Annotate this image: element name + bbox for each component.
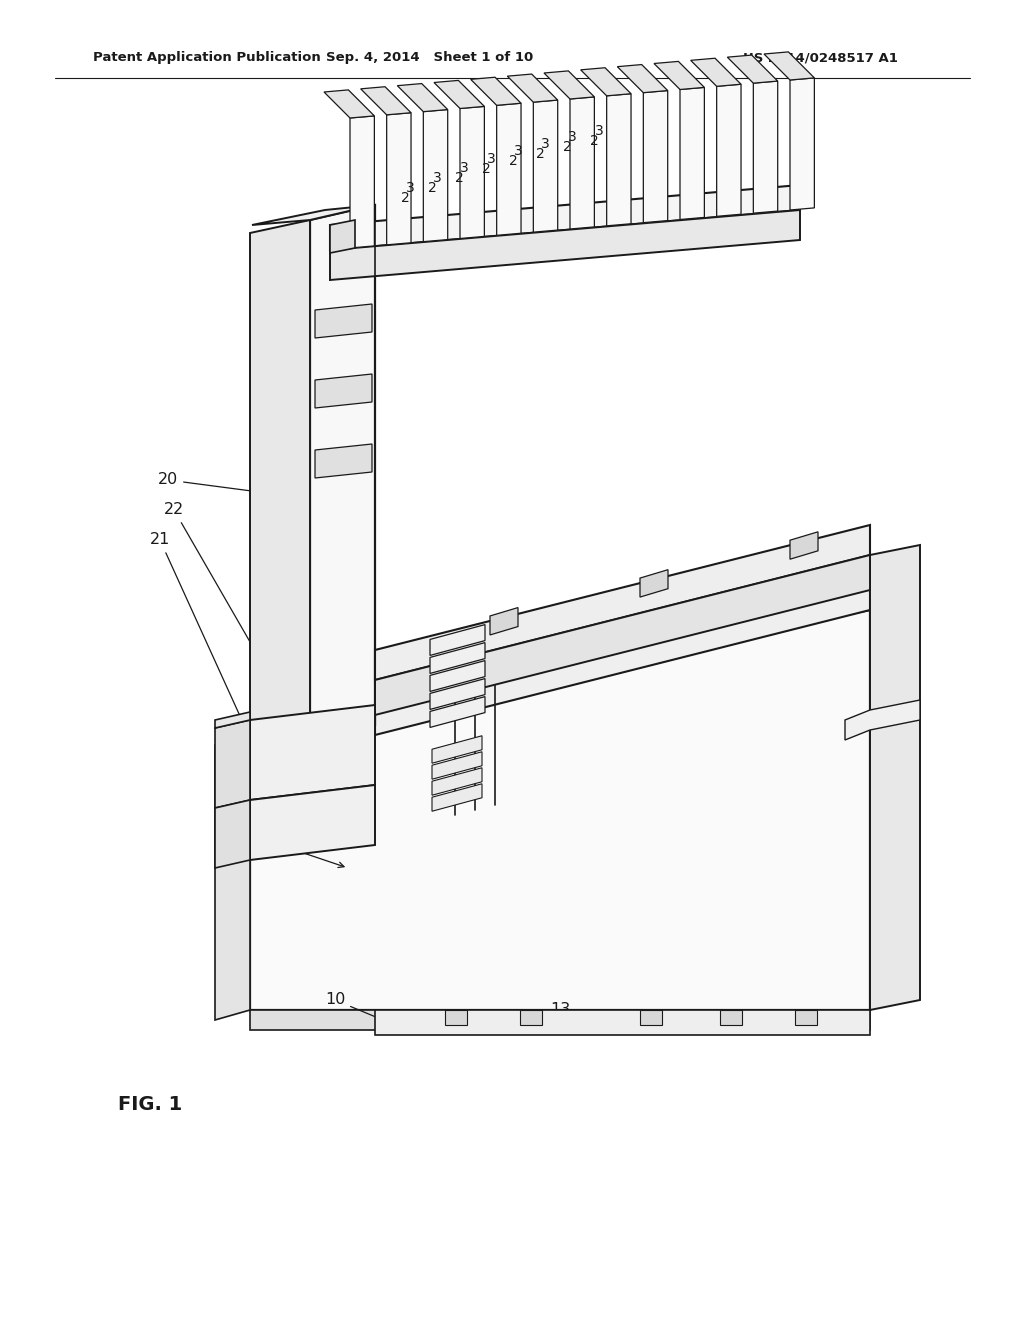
Text: 22: 22 (164, 503, 293, 717)
Text: 3: 3 (486, 152, 496, 166)
Polygon shape (310, 205, 375, 741)
Polygon shape (423, 110, 447, 242)
Text: 3: 3 (432, 172, 441, 185)
Polygon shape (252, 205, 375, 224)
Polygon shape (375, 525, 870, 680)
Polygon shape (534, 100, 558, 232)
Text: 2: 2 (562, 140, 571, 154)
Polygon shape (606, 94, 631, 226)
Polygon shape (432, 735, 482, 763)
Polygon shape (250, 610, 870, 1010)
Polygon shape (790, 532, 818, 560)
Polygon shape (507, 74, 558, 102)
Polygon shape (215, 800, 250, 869)
Polygon shape (790, 78, 814, 210)
Polygon shape (430, 624, 485, 656)
Polygon shape (430, 678, 485, 709)
Polygon shape (350, 116, 375, 248)
Polygon shape (640, 1010, 662, 1026)
Polygon shape (387, 112, 411, 244)
Polygon shape (215, 719, 250, 808)
Text: Patent Application Publication: Patent Application Publication (93, 51, 321, 65)
Polygon shape (360, 87, 411, 115)
Text: 3: 3 (460, 161, 468, 176)
Polygon shape (215, 711, 250, 729)
Polygon shape (490, 607, 518, 635)
Polygon shape (581, 67, 631, 96)
Polygon shape (643, 91, 668, 223)
Polygon shape (250, 785, 375, 861)
Text: 3: 3 (514, 144, 522, 158)
Text: Sep. 4, 2014   Sheet 1 of 10: Sep. 4, 2014 Sheet 1 of 10 (327, 51, 534, 65)
Text: 2: 2 (509, 154, 517, 168)
Polygon shape (330, 220, 355, 253)
Polygon shape (375, 554, 870, 735)
Text: 2: 2 (590, 135, 598, 148)
Polygon shape (430, 660, 485, 692)
Text: 2: 2 (481, 162, 490, 176)
Polygon shape (434, 81, 484, 108)
Polygon shape (845, 700, 920, 741)
Polygon shape (215, 735, 250, 1020)
Polygon shape (617, 65, 668, 92)
Text: 21: 21 (150, 532, 258, 756)
Text: 20: 20 (158, 473, 315, 502)
Text: 2: 2 (400, 191, 410, 205)
Polygon shape (764, 51, 814, 81)
Polygon shape (432, 768, 482, 795)
Text: 2: 2 (428, 181, 436, 195)
Text: 1: 1 (263, 792, 327, 845)
Polygon shape (471, 78, 521, 106)
Text: 2: 2 (536, 147, 545, 161)
Text: FIG. 1: FIG. 1 (118, 1096, 182, 1114)
Text: 10: 10 (325, 993, 391, 1024)
Polygon shape (330, 210, 800, 280)
Polygon shape (315, 304, 372, 338)
Text: 2: 2 (455, 172, 464, 185)
Polygon shape (640, 570, 668, 597)
Polygon shape (397, 83, 447, 112)
Polygon shape (315, 444, 372, 478)
Polygon shape (795, 1010, 817, 1026)
Text: 3: 3 (541, 137, 549, 150)
Text: US 2014/0248517 A1: US 2014/0248517 A1 (742, 51, 897, 65)
Polygon shape (654, 62, 705, 90)
Text: 3: 3 (406, 181, 415, 195)
Polygon shape (250, 705, 375, 800)
Polygon shape (727, 55, 777, 83)
Polygon shape (375, 554, 870, 715)
Text: 3: 3 (595, 124, 603, 139)
Text: A: A (259, 833, 344, 867)
Text: 13: 13 (550, 1002, 616, 1030)
Text: 11: 11 (725, 568, 816, 582)
Polygon shape (375, 1010, 870, 1035)
Polygon shape (315, 374, 372, 408)
Polygon shape (754, 81, 777, 213)
Polygon shape (870, 545, 920, 1010)
Text: 3: 3 (567, 129, 577, 144)
Polygon shape (497, 103, 521, 235)
Polygon shape (432, 752, 482, 779)
Polygon shape (570, 96, 594, 228)
Polygon shape (717, 84, 741, 216)
Polygon shape (720, 1010, 742, 1026)
Polygon shape (445, 1010, 467, 1026)
Polygon shape (324, 90, 375, 117)
Polygon shape (544, 71, 594, 99)
Polygon shape (690, 58, 741, 86)
Polygon shape (430, 643, 485, 673)
Polygon shape (460, 107, 484, 239)
Polygon shape (250, 1010, 870, 1030)
Polygon shape (430, 697, 485, 727)
Polygon shape (330, 185, 800, 249)
Polygon shape (432, 784, 482, 812)
Polygon shape (520, 1010, 542, 1026)
Polygon shape (250, 220, 310, 752)
Polygon shape (680, 87, 705, 219)
